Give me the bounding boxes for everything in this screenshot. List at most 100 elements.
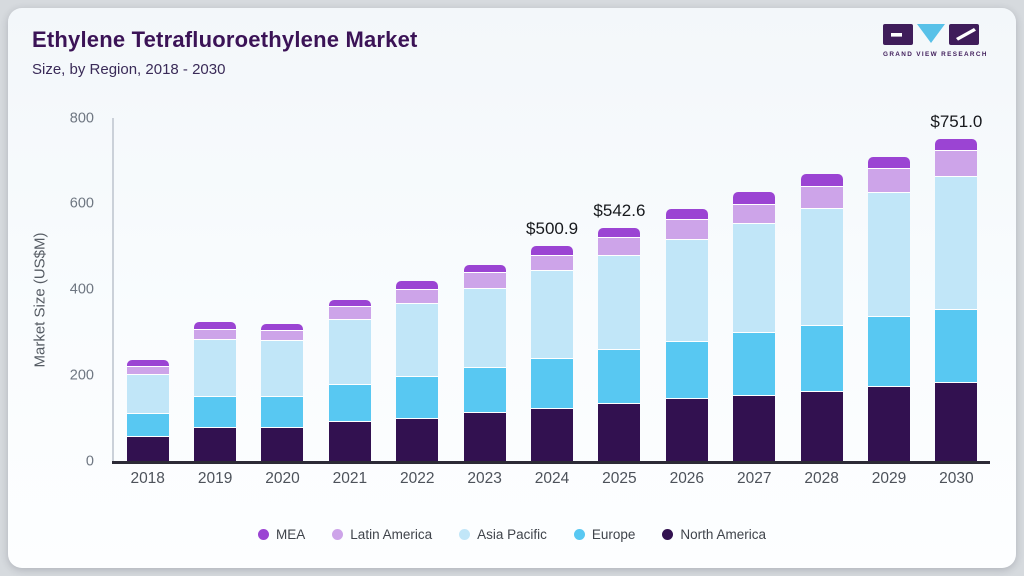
bar-slot-2027: 2027 xyxy=(721,118,788,487)
bar-segment-mea xyxy=(935,139,978,152)
bar-segment-europe xyxy=(328,385,371,422)
x-tick-label: 2024 xyxy=(534,470,570,487)
bar-segment-europe xyxy=(935,309,978,384)
bar-segment-europe xyxy=(598,350,641,404)
bar-segment-north-america xyxy=(396,418,439,461)
x-tick-label: 2025 xyxy=(602,470,637,487)
bar-2023 xyxy=(463,264,506,461)
logo-text: GRAND VIEW RESEARCH xyxy=(883,51,986,58)
bar-segment-mea xyxy=(531,246,574,256)
y-axis-ticks: 0 200 400 600 800 xyxy=(28,111,102,468)
bar-segment-mea xyxy=(194,322,237,330)
bar-2030 xyxy=(935,139,978,461)
gvr-logo-icon: GRAND VIEW RESEARCH xyxy=(883,24,986,58)
bar-segment-asia-pacific xyxy=(665,239,708,343)
bar-segment-asia-pacific xyxy=(126,374,169,414)
bar-segment-europe xyxy=(800,325,843,392)
bar-segment-latin-america xyxy=(531,255,574,272)
bar-segment-mea xyxy=(463,264,506,274)
bar-segment-mea xyxy=(867,156,910,170)
bar-slot-2029: 2029 xyxy=(855,118,922,487)
legend-label: MEA xyxy=(276,527,306,542)
bar-segment-asia-pacific xyxy=(598,256,641,351)
bar-segment-north-america xyxy=(935,383,978,461)
x-tick-label: 2022 xyxy=(400,470,435,487)
bar-segment-latin-america xyxy=(194,329,237,340)
bar-segment-north-america xyxy=(261,427,304,461)
bar-slot-2021: 2021 xyxy=(316,118,383,487)
legend-dot-icon xyxy=(662,529,674,540)
legend-label: Latin America xyxy=(350,527,433,542)
legend-dot-icon xyxy=(258,529,270,540)
bar-value-label: $751.0 xyxy=(930,112,983,132)
bar-slot-2028: 2028 xyxy=(788,118,855,487)
legend-item-mea: MEA xyxy=(258,527,305,542)
x-tick-label: 2020 xyxy=(265,470,300,487)
bar-segment-europe xyxy=(531,359,574,410)
y-tick-label: 200 xyxy=(69,367,94,383)
legend-dot-icon xyxy=(332,529,344,540)
bar-segment-latin-america xyxy=(867,169,910,193)
bar-value-label: $500.9 xyxy=(526,219,579,239)
bar-segment-north-america xyxy=(531,409,574,461)
bar-2022 xyxy=(396,280,439,461)
x-tick-label: 2023 xyxy=(467,470,502,487)
bar-2020 xyxy=(261,323,304,461)
legend-item-latin-america: Latin America xyxy=(332,527,432,542)
bar-segment-europe xyxy=(665,342,708,400)
bar-2021 xyxy=(328,299,371,461)
bar-segment-north-america xyxy=(463,412,506,461)
x-axis-line xyxy=(112,461,990,464)
x-tick-label: 2027 xyxy=(736,470,772,487)
bar-segment-asia-pacific xyxy=(935,176,978,310)
x-tick-label: 2019 xyxy=(197,470,233,487)
bar-segment-asia-pacific xyxy=(733,223,776,334)
x-tick-label: 2021 xyxy=(332,470,368,487)
bar-slot-2023: 2023 xyxy=(451,118,518,487)
bar-segment-latin-america xyxy=(733,204,776,224)
bar-2026 xyxy=(665,209,708,461)
bar-segment-europe xyxy=(126,413,169,437)
bar-segment-asia-pacific xyxy=(396,304,439,377)
bar-segment-asia-pacific xyxy=(867,192,910,318)
bar-segment-north-america xyxy=(867,387,910,461)
bar-segment-asia-pacific xyxy=(194,339,237,397)
bar-2029 xyxy=(867,156,910,461)
bar-segment-mea xyxy=(396,280,439,291)
legend-item-north-america: North America xyxy=(662,527,766,542)
x-tick-label: 2026 xyxy=(669,470,705,487)
bar-segment-latin-america xyxy=(463,273,506,290)
bar-segment-europe xyxy=(733,333,776,396)
bar-segment-latin-america xyxy=(261,331,304,342)
y-tick-label: 0 xyxy=(85,452,94,469)
legend-item-europe: Europe xyxy=(573,527,636,542)
bar-slot-2019: 2019 xyxy=(181,118,248,487)
page-subtitle: Size, by Region, 2018 - 2030 xyxy=(32,61,226,78)
bar-segment-latin-america xyxy=(665,219,708,240)
bar-segment-asia-pacific xyxy=(463,289,506,368)
bar-segment-north-america xyxy=(598,403,641,461)
bar-slot-2020: 2020 xyxy=(249,118,316,487)
grand-view-research-logo: GRAND VIEW RESEARCH xyxy=(882,23,986,61)
legend-dot-icon xyxy=(459,529,471,540)
y-axis-line xyxy=(112,118,114,461)
x-tick-label: 2018 xyxy=(130,470,165,487)
bar-segment-asia-pacific xyxy=(261,341,304,397)
bar-2024 xyxy=(531,246,574,461)
bar-slot-2024: 2024 $500.9 xyxy=(518,118,585,487)
bar-segment-north-america xyxy=(328,421,371,461)
bar-segment-north-america xyxy=(800,391,843,461)
x-tick-label: 2029 xyxy=(871,470,907,487)
bar-2025 xyxy=(598,228,641,461)
legend-label: North America xyxy=(680,527,766,542)
bar-segment-mea xyxy=(126,359,169,367)
bar-slot-2026: 2026 xyxy=(653,118,720,487)
legend-dot-icon xyxy=(573,529,585,540)
bar-segment-europe xyxy=(463,367,506,413)
bar-2019 xyxy=(194,322,237,461)
bar-slot-2030: 2030 $751.0 xyxy=(923,112,990,487)
page-title: Ethylene Tetrafluoroethylene Market xyxy=(32,27,418,52)
legend-label: Europe xyxy=(591,527,636,542)
bar-2018 xyxy=(126,359,169,461)
plot-area: 2018 2019 2020 2021 2022 2023 2024 $500.9 2025 $5… xyxy=(112,112,990,487)
